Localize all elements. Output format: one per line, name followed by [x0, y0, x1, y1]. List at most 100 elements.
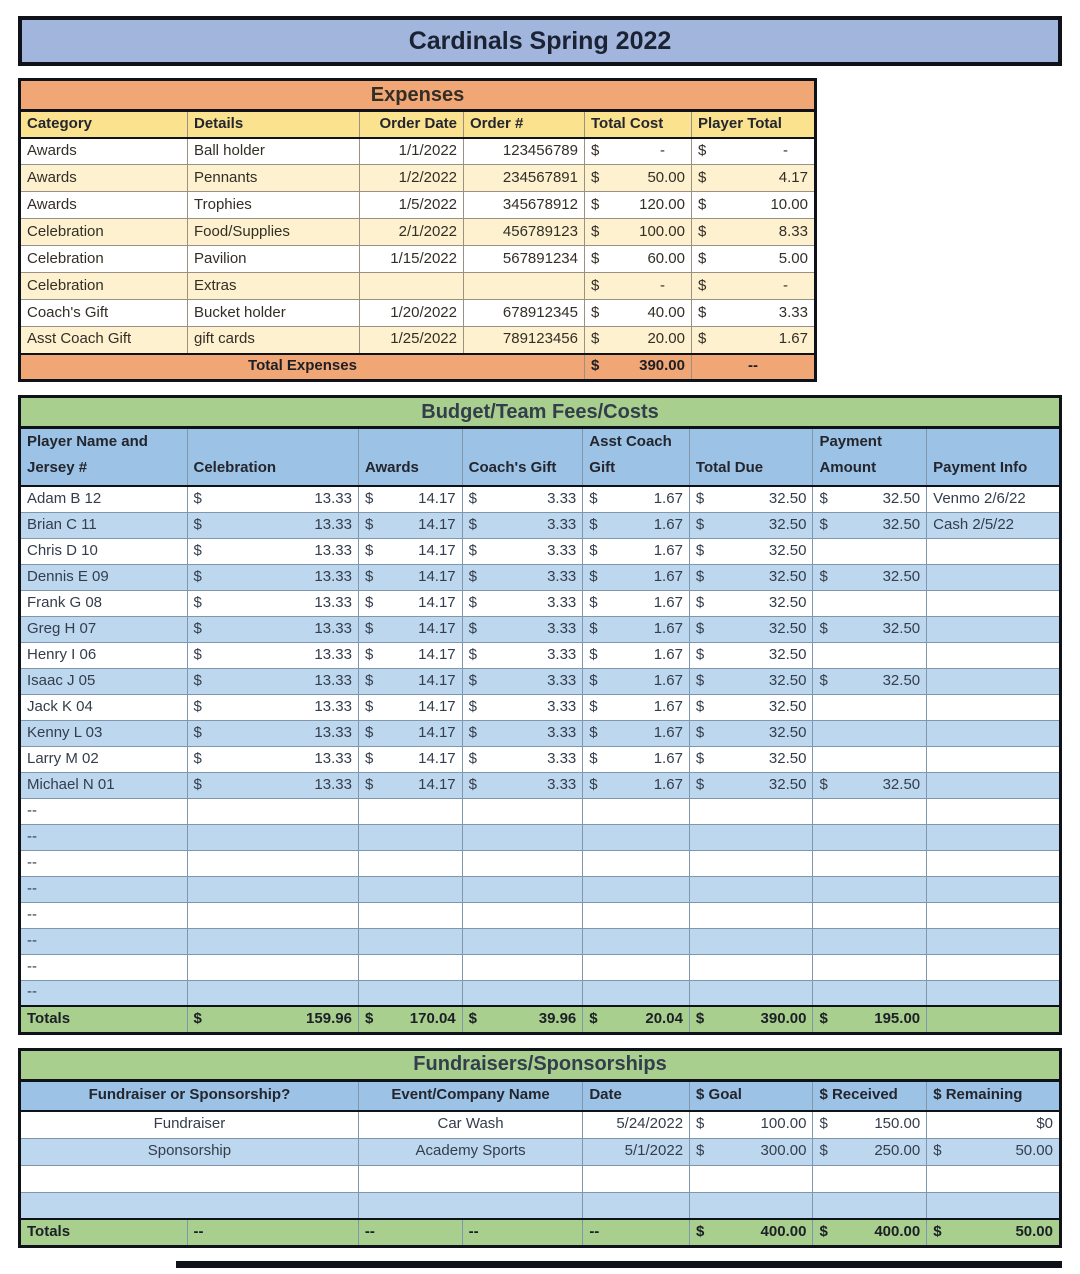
- currency-symbol: $: [695, 489, 705, 507]
- amount: 32.50: [882, 489, 921, 507]
- currency-symbol: $: [468, 567, 477, 585]
- total-cost-cell: $40.00: [584, 299, 692, 327]
- expenses-section-title: Expenses: [19, 79, 816, 112]
- coachs-gift-cell: $3.33: [461, 745, 584, 773]
- amount: 1.67: [653, 489, 683, 507]
- order-number-cell: 234567891: [463, 164, 585, 192]
- player-total-cell: $ -: [691, 137, 816, 165]
- table-row: --: [19, 823, 1061, 851]
- table-row: Frank G 08 $13.33 $14.17 $3.33 $1.67 $32…: [19, 589, 1061, 617]
- table-row: Fundraiser Car Wash 5/24/2022 $100.00 $1…: [19, 1110, 1061, 1139]
- amount: 32.50: [768, 775, 807, 793]
- column-header-details: Details: [187, 110, 360, 139]
- table-row: Asst Coach Gift gift cards 1/25/2022 789…: [19, 326, 816, 354]
- currency-symbol: $: [933, 1142, 942, 1160]
- coachs-gift-cell: $3.33: [461, 563, 584, 591]
- table-row: --: [19, 901, 1061, 929]
- awards-cell: $14.17: [357, 485, 463, 513]
- player-name-cell: --: [19, 979, 188, 1007]
- amount: 100.00: [639, 222, 685, 240]
- date-cell: [582, 1164, 691, 1193]
- empty-cell: [461, 823, 584, 851]
- empty-cell: [357, 901, 463, 929]
- currency-symbol: $: [696, 1142, 705, 1160]
- details-cell: Bucket holder: [187, 299, 360, 327]
- currency-symbol: $: [695, 567, 705, 585]
- amount: 3.33: [547, 515, 577, 533]
- order-date-cell: 1/25/2022: [359, 326, 464, 354]
- empty-cell: [688, 953, 814, 981]
- table-row: Adam B 12 $13.33 $14.17 $3.33 $1.67 $32.…: [19, 485, 1061, 513]
- table-row: --: [19, 927, 1061, 955]
- currency-symbol: $: [591, 222, 600, 240]
- amount: 1.67: [653, 697, 683, 715]
- empty-cell: [688, 797, 814, 825]
- empty-cell: [357, 953, 463, 981]
- celebration-cell: $13.33: [186, 693, 359, 721]
- amount: 3.33: [547, 619, 577, 637]
- currency-symbol: $: [698, 168, 707, 186]
- currency-symbol: $: [193, 1009, 202, 1027]
- amount: 3.33: [547, 593, 577, 611]
- amount: 32.50: [768, 697, 807, 715]
- empty-cell: [926, 1191, 1061, 1220]
- amount: 3.33: [547, 489, 577, 507]
- player-total-cell: $ -: [691, 272, 816, 300]
- event-cell: [357, 1191, 584, 1220]
- player-name-cell: Dennis E 09: [19, 563, 188, 591]
- amount: 32.50: [768, 515, 807, 533]
- currency-symbol: $: [819, 489, 828, 507]
- currency-symbol: $: [589, 645, 598, 663]
- currency-symbol: $: [468, 671, 477, 689]
- column-header-player-name: Player Name and Jersey #: [19, 427, 188, 487]
- currency-symbol: $: [589, 567, 598, 585]
- bottom-edge-bar: [176, 1260, 1062, 1268]
- order-number-cell: 678912345: [463, 299, 585, 327]
- column-header-total-cost: Total Cost: [584, 110, 692, 139]
- order-date-cell: 1/2/2022: [359, 164, 464, 192]
- currency-symbol: $: [193, 749, 202, 767]
- asst-coach-gift-cell: $1.67: [582, 745, 690, 773]
- empty-cell: [812, 979, 928, 1007]
- asst-coach-gift-cell: $1.67: [582, 563, 690, 591]
- amount: 300.00: [760, 1142, 807, 1160]
- date-cell: 5/1/2022: [582, 1137, 691, 1166]
- table-row: --: [19, 875, 1061, 903]
- asst-coach-gift-cell: $1.67: [582, 719, 690, 747]
- coachs-gift-cell: $3.33: [461, 511, 584, 539]
- payment-info-cell: [926, 641, 1061, 669]
- amount: 20.00: [647, 330, 685, 348]
- amount: 32.50: [882, 515, 921, 533]
- empty-cell: [812, 849, 928, 877]
- empty-cell: [186, 927, 359, 955]
- column-header-coachs-gift: Coach's Gift: [461, 427, 584, 487]
- player-name-cell: --: [19, 875, 188, 903]
- amount: 150.00: [874, 1115, 921, 1133]
- currency-symbol: $: [468, 645, 477, 663]
- amount: 40.00: [647, 303, 685, 321]
- coachs-gift-cell: $3.33: [461, 589, 584, 617]
- budget-table: Budget/Team Fees/Costs Player Name and J…: [18, 395, 1062, 1035]
- amount: 159.96: [306, 1009, 352, 1027]
- order-date-cell: 1/5/2022: [359, 191, 464, 219]
- currency-symbol: $: [589, 749, 598, 767]
- received-cell: $250.00: [812, 1137, 928, 1166]
- amount: 60.00: [647, 249, 685, 267]
- amount: 3.33: [547, 749, 577, 767]
- currency-symbol: $: [591, 303, 600, 321]
- currency-symbol: $: [695, 775, 705, 793]
- currency-symbol: $: [695, 541, 705, 559]
- totals-label: Totals: [19, 1218, 188, 1247]
- table-row: Henry I 06 $13.33 $14.17 $3.33 $1.67 $32…: [19, 641, 1061, 669]
- amount: 1.67: [653, 541, 683, 559]
- dash-cell: --: [582, 1218, 691, 1247]
- currency-symbol: $: [695, 515, 705, 533]
- empty-cell: [461, 849, 584, 877]
- currency-symbol: $: [193, 775, 202, 793]
- amount: 4.17: [778, 168, 808, 186]
- coachs-gift-cell: $3.33: [461, 641, 584, 669]
- total-due-total-cell: $390.00: [688, 1005, 814, 1034]
- column-header-order-date: Order Date: [359, 110, 464, 139]
- amount: 14.17: [418, 593, 456, 611]
